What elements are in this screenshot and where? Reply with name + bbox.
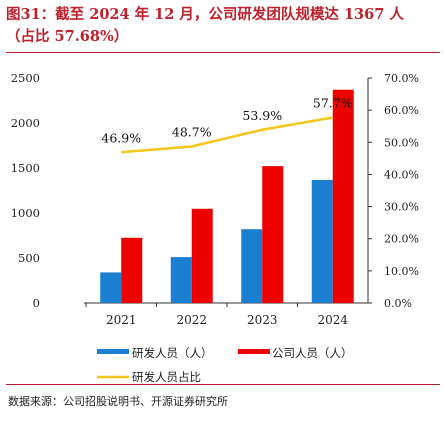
y-right-tick-label: 10.0% (384, 265, 419, 278)
bar-company-staff (191, 208, 213, 303)
y-right-tick-label: 40.0% (384, 168, 419, 181)
bar-rd-staff (241, 229, 263, 303)
y-left-tick-label: 2000 (11, 116, 40, 130)
ratio-line (121, 116, 333, 154)
ratio-data-label: 53.9% (242, 108, 282, 123)
figure-title: 图31：截至 2024 年 12 月，公司研发团队规模达 1367 人 （占比 … (6, 4, 442, 48)
legend-swatch-company-staff (238, 349, 270, 354)
title-divider (6, 52, 440, 53)
y-left-tick-label: 2500 (11, 71, 40, 85)
x-tick-label: 2022 (176, 313, 207, 327)
y-right-tick-label: 20.0% (384, 233, 419, 246)
source-divider (6, 384, 440, 385)
y-left-tick-label: 0 (33, 296, 40, 310)
bar-company-staff (332, 89, 354, 303)
y-right-tick-label: 70.0% (384, 72, 419, 85)
y-right-tick-label: 50.0% (384, 136, 419, 149)
figure-title-line1: 图31：截至 2024 年 12 月，公司研发团队规模达 1367 人 (6, 6, 404, 23)
figure-title-line2: （占比 57.68%） (6, 28, 129, 45)
x-tick-label: 2021 (106, 313, 137, 327)
x-tick-label: 2023 (247, 313, 278, 327)
y-right-tick-label: 60.0% (384, 104, 419, 117)
bar-rd-staff (311, 179, 333, 303)
bar-company-staff (262, 166, 284, 303)
ratio-data-label: 57.7% (313, 96, 353, 111)
legend-label-rd-staff: 研发人员（人） (132, 346, 213, 360)
bar-company-staff (121, 237, 143, 303)
bar-rd-staff (100, 272, 122, 303)
figure-source: 数据来源：公司招股说明书、开源证券研究所 (8, 395, 228, 408)
y-left-tick-label: 1500 (11, 161, 40, 175)
y-left-tick-label: 500 (18, 251, 40, 265)
y-left-tick-label: 1000 (11, 206, 40, 220)
ratio-data-label: 48.7% (172, 124, 212, 139)
y-right-tick-label: 30.0% (384, 201, 419, 214)
legend-label-ratio: 研发人员占比 (132, 370, 201, 384)
bar-rd-staff (170, 257, 192, 303)
legend-label-company-staff: 公司人员（人） (272, 346, 353, 360)
ratio-data-label: 46.9% (101, 130, 141, 145)
x-tick-label: 2024 (317, 313, 348, 327)
y-right-tick-label: 0.0% (384, 297, 412, 310)
legend-swatch-rd-staff (97, 349, 129, 354)
